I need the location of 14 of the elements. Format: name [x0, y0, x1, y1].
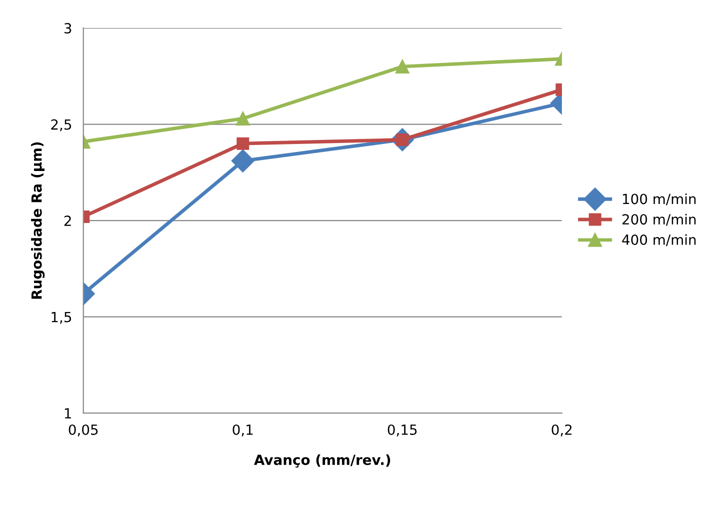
legend-label: 100 m/min: [622, 193, 696, 206]
x-tick-label: 0,2: [552, 424, 572, 436]
x-axis-title: Avanço (mm/rev.): [254, 454, 390, 468]
x-tick-label: 0,15: [388, 424, 417, 436]
y-tick-label: 3: [64, 23, 72, 34]
legend-label: 400 m/min: [622, 234, 696, 246]
y-tick-label: 2: [64, 216, 71, 226]
legend-label: 200 m/min: [622, 214, 696, 226]
y-tick-label: 1,5: [52, 312, 72, 324]
x-tick-label: 0,05: [68, 424, 98, 436]
x-tick-label: 0,1: [232, 424, 253, 436]
y-tick-label: 2,5: [51, 119, 72, 132]
y-tick-label: 1: [64, 408, 71, 418]
y-axis-title: Rugosidade Ra (µm): [31, 142, 45, 299]
